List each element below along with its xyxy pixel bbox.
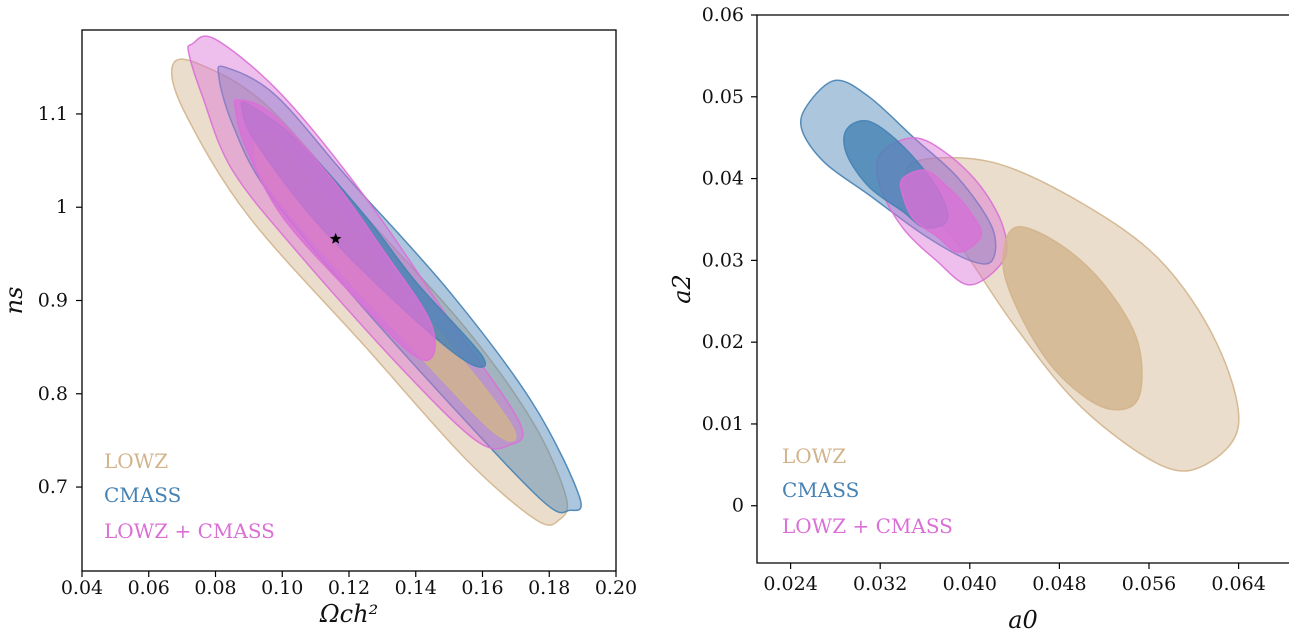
fiducial-star-marker xyxy=(329,232,342,244)
y-tick-label: 0 xyxy=(732,495,744,517)
x-tick-label: 0.040 xyxy=(943,573,997,595)
y-tick-label: 0.05 xyxy=(702,86,744,108)
x-tick-label: 0.064 xyxy=(1211,573,1265,595)
x-tick-label: 0.04 xyxy=(61,577,103,599)
contour-combined-68 xyxy=(233,99,436,362)
y-tick-label: 0.01 xyxy=(702,413,744,435)
y-tick-label: 0.7 xyxy=(38,476,68,498)
y-tick-label: 0.06 xyxy=(702,4,744,26)
x-tick-label: 0.20 xyxy=(595,577,637,599)
panel-left: 0.04 0.06 0.08 0.10 0.12 0.14 0.16 0.18 0.20 0.7 0… xyxy=(0,29,637,628)
x-tick-label: 0.18 xyxy=(528,577,570,599)
legend-entry-cmass: CMASS xyxy=(104,483,181,507)
axes-frame xyxy=(756,14,1289,564)
legend-entry-cmass: CMASS xyxy=(782,478,859,502)
contour-lowz-68 xyxy=(1002,226,1143,411)
legend-entry-lowz: LOWZ xyxy=(782,444,846,468)
x-axis-label: Ωch² xyxy=(319,600,378,628)
panel-right: 0.024 0.032 0.040 0.048 0.056 0.064 0 0.01 0.02 0… xyxy=(668,4,1289,634)
y-tick-label: 0.02 xyxy=(702,331,744,353)
x-tick-label: 0.048 xyxy=(1032,573,1086,595)
x-tick-label: 0.024 xyxy=(763,573,817,595)
y-tick-label: 0.03 xyxy=(702,249,744,271)
legend-entry-combined: LOWZ + CMASS xyxy=(782,514,953,538)
x-tick-label: 0.10 xyxy=(261,577,303,599)
legend-entry-lowz: LOWZ xyxy=(104,449,168,473)
x-tick-label: 0.056 xyxy=(1122,573,1176,595)
x-tick-label: 0.032 xyxy=(853,573,907,595)
y-axis-label: ns xyxy=(0,287,28,315)
x-tick-label: 0.12 xyxy=(328,577,370,599)
y-tick-label: 0.04 xyxy=(702,168,744,190)
legend-entry-combined: LOWZ + CMASS xyxy=(104,519,275,543)
y-axis-label: a2 xyxy=(668,274,696,304)
y-tick-label: 1 xyxy=(56,196,68,218)
x-tick-label: 0.16 xyxy=(461,577,503,599)
y-tick-label: 0.9 xyxy=(38,290,68,312)
y-tick-label: 1.1 xyxy=(38,103,68,125)
x-tick-label: 0.14 xyxy=(395,577,437,599)
y-tick-label: 0.8 xyxy=(38,383,68,405)
x-tick-label: 0.08 xyxy=(194,577,236,599)
contour-combined-68 xyxy=(899,169,983,253)
x-axis-label: a0 xyxy=(1008,606,1038,634)
x-tick-label: 0.06 xyxy=(128,577,170,599)
